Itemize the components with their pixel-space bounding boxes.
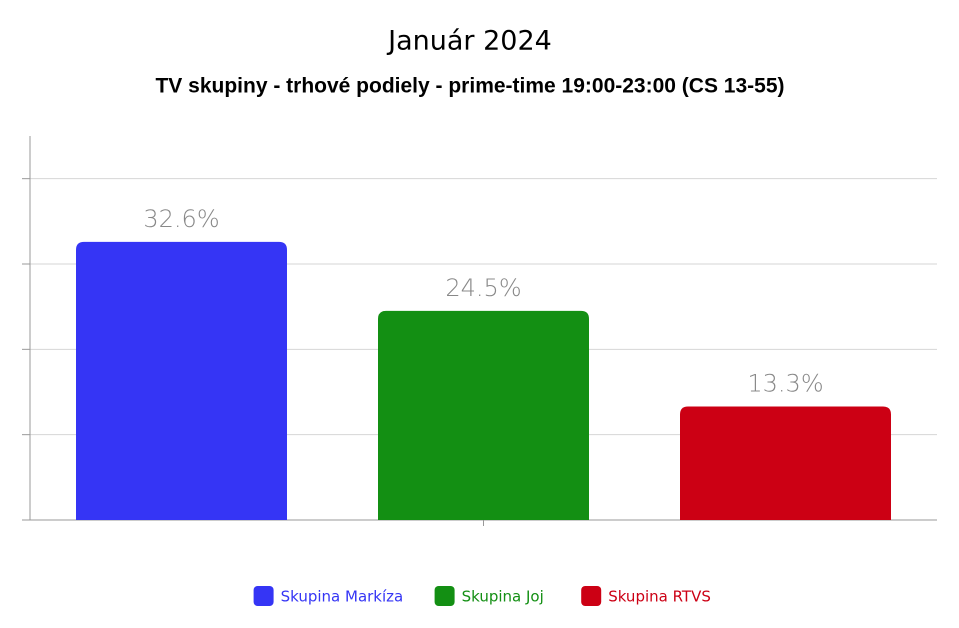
chart-subtitle: TV skupiny - trhové podiely - prime-time… <box>155 75 784 98</box>
value-label: 32.6% <box>143 205 219 233</box>
value-label: 13.3% <box>747 370 823 398</box>
legend-swatch <box>581 586 602 606</box>
legend-label: Skupina RTVS <box>608 588 711 606</box>
chart-title: Január 2024 <box>386 26 552 57</box>
bar <box>76 241 287 520</box>
bar <box>378 310 589 520</box>
value-label: 24.5% <box>445 274 521 302</box>
legend-label: Skupina Joj <box>462 588 544 606</box>
legend-swatch <box>434 586 455 606</box>
legend-label: Skupina Markíza <box>281 588 404 606</box>
bar <box>680 406 891 520</box>
legend-swatch <box>253 586 274 606</box>
